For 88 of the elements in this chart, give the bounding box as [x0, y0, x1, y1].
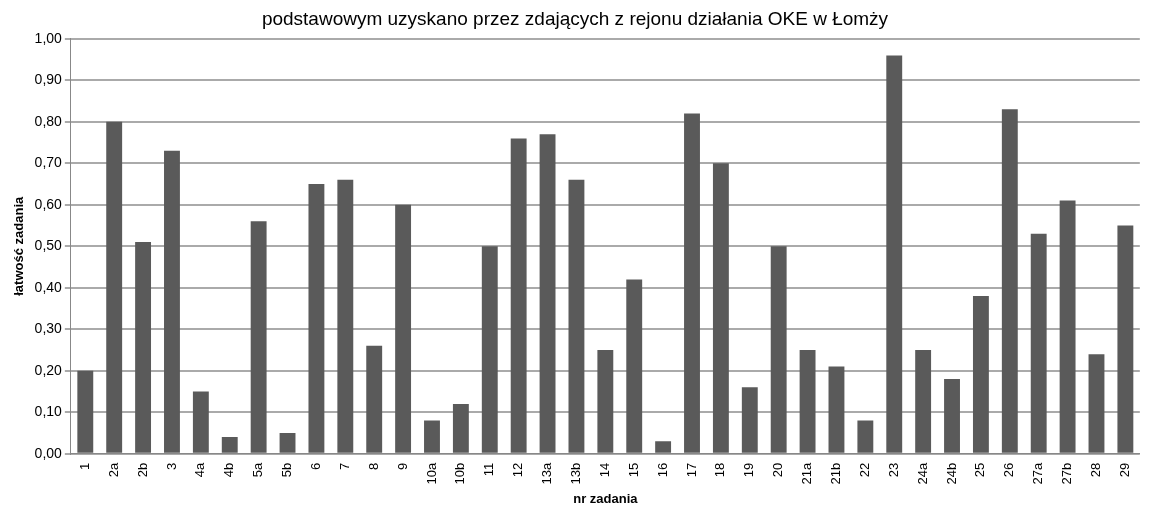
bar [915, 349, 932, 453]
x-tick-label: 12 [510, 462, 526, 478]
x-tick-label: 27a [1030, 461, 1046, 485]
y-tick-label: 0,40 [34, 278, 63, 295]
bar [741, 387, 758, 453]
bar [539, 134, 556, 453]
y-tick-label: 1,00 [34, 29, 63, 46]
bar [424, 420, 440, 453]
y-tick-label: 0,20 [34, 361, 63, 378]
x-tick-label: 20 [770, 462, 786, 478]
bar [944, 379, 960, 453]
y-tick-label: 0,60 [34, 195, 63, 212]
x-tick-label: 15 [625, 462, 641, 478]
bar [597, 349, 614, 453]
x-tick-label: 28 [1088, 462, 1104, 478]
bar [626, 279, 643, 453]
bar [1059, 200, 1076, 453]
bar [192, 391, 209, 453]
x-tick-label: 21b [828, 462, 844, 485]
x-tick-label: 24a [914, 461, 930, 485]
bar [452, 403, 469, 453]
x-tick-label: 13a [539, 461, 555, 485]
x-tick-label: 29 [1116, 462, 1132, 478]
x-tick-label: 13b [568, 462, 584, 485]
y-tick-label: 0,10 [34, 403, 63, 420]
x-tick-label: 23 [885, 462, 901, 478]
y-tick-label: 0,90 [34, 71, 63, 88]
bar [221, 437, 238, 453]
bar [972, 296, 989, 453]
y-axis-title: łatwość zadania [11, 196, 27, 296]
x-tick-label: 22 [856, 462, 872, 478]
x-tick-label: 2b [134, 462, 150, 478]
bar [481, 246, 498, 453]
chart-title: podstawowym uzyskano przez zdających z rejonu działania OKE w Łomży [261, 7, 889, 29]
x-tick-label: 5b [279, 462, 295, 478]
x-tick-label: 7 [336, 462, 352, 470]
bar [828, 366, 845, 453]
x-tick-label: 2a [105, 461, 121, 478]
bar [106, 121, 123, 453]
y-tick-label: 0,50 [34, 237, 63, 254]
x-tick-label: 27b [1059, 462, 1075, 485]
x-tick-label: 10a [423, 461, 439, 485]
bar [1088, 354, 1105, 453]
bar [770, 246, 787, 453]
bar [77, 370, 94, 453]
x-tick-label: 9 [394, 462, 410, 470]
x-tick-label: 14 [596, 462, 612, 478]
bar [164, 150, 180, 453]
bar [568, 179, 585, 453]
bar [279, 432, 296, 453]
y-tick-label: 0,00 [34, 444, 63, 461]
bar [135, 242, 152, 453]
x-tick-label: 8 [365, 462, 381, 470]
x-tick-label: 3 [163, 462, 179, 470]
bar [1117, 225, 1134, 453]
x-tick-label: 4a [192, 461, 208, 478]
x-tick-label: 21a [799, 461, 815, 485]
bar [655, 441, 672, 453]
bar [250, 221, 267, 453]
x-tick-label: 26 [1001, 462, 1017, 478]
x-tick-label: 19 [741, 462, 757, 478]
bar [886, 55, 903, 453]
bar [337, 179, 354, 453]
bar [510, 138, 527, 453]
x-tick-label: 25 [972, 462, 988, 478]
x-tick-label: 5a [250, 461, 266, 478]
x-tick-label: 11 [481, 462, 497, 477]
bar [1030, 233, 1047, 453]
y-tick-label: 0,30 [34, 320, 63, 337]
bar [799, 349, 816, 453]
x-tick-label: 17 [683, 462, 699, 478]
bar [712, 163, 729, 453]
y-tick-label: 0,80 [34, 112, 63, 129]
bar [395, 204, 412, 453]
bar [857, 420, 874, 453]
bar [1001, 109, 1018, 453]
x-tick-label: 10b [452, 462, 468, 485]
x-tick-label: 6 [308, 462, 323, 470]
x-tick-label: 1 [76, 462, 92, 470]
bar [308, 184, 325, 453]
x-tick-label: 4b [221, 462, 237, 478]
x-tick-label: 24b [943, 462, 959, 485]
y-tick-label: 0,70 [34, 154, 63, 171]
bar [366, 345, 383, 453]
x-tick-label: 18 [712, 462, 728, 478]
x-tick-label: 16 [654, 462, 670, 478]
bar [684, 113, 700, 453]
x-axis-title: nr zadania [573, 490, 639, 506]
